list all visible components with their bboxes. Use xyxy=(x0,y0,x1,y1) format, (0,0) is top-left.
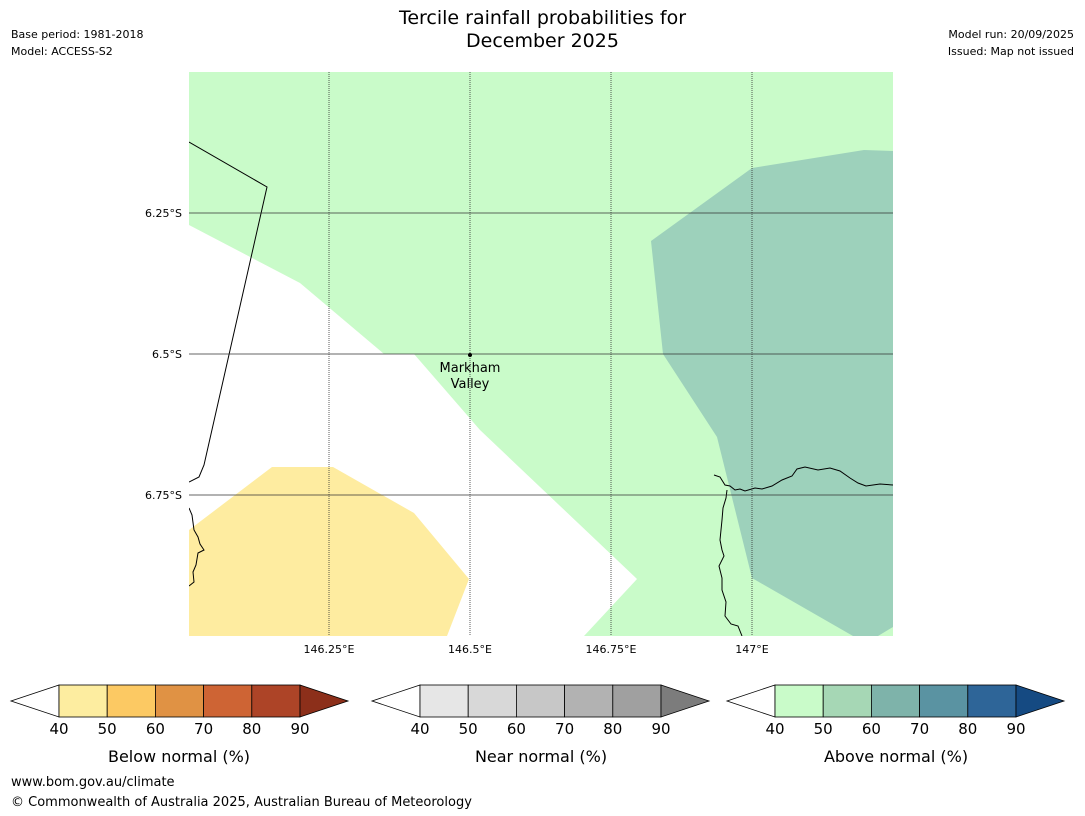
lat-labels: 6.25°S 6.5°S 6.75°S xyxy=(145,207,182,502)
town-label-line-1: Markham xyxy=(440,361,501,376)
above-extend-low xyxy=(725,684,776,718)
header-left: Base period: 1981-2018 Model: ACCESS-S2 xyxy=(11,26,143,60)
model-text: Model: ACCESS-S2 xyxy=(11,45,113,58)
near-swatch-80 xyxy=(612,684,662,718)
lon-label-146-75: 146.75°E xyxy=(586,643,637,656)
below-50-region xyxy=(189,467,469,636)
above-swatch-40 xyxy=(774,684,824,718)
colorbar-below: 40 50 60 70 80 90 xyxy=(9,684,350,738)
title-line-1: Tercile rainfall probabilities for xyxy=(398,7,687,29)
lon-gridlines xyxy=(328,72,753,636)
near-normal-label: Near normal (%) xyxy=(475,747,607,766)
below-tick-80: 80 xyxy=(242,720,261,738)
footer-copyright: © Commonwealth of Australia 2025, Austra… xyxy=(11,795,472,810)
colorbar-near: 40 50 60 70 80 90 xyxy=(370,684,711,738)
near-swatch-50 xyxy=(467,684,517,718)
below-swatch-80 xyxy=(251,684,301,718)
lon-labels: 146.25°E 146.5°E 146.75°E 147°E xyxy=(304,643,769,656)
header-right: Model run: 20/09/2025 Issued: Map not is… xyxy=(948,26,1074,60)
near-tick-90: 90 xyxy=(651,720,670,738)
above-swatch-60 xyxy=(871,684,921,718)
below-swatch-40 xyxy=(58,684,108,718)
coastline xyxy=(189,141,893,636)
near-swatch-60 xyxy=(516,684,566,718)
below-swatch-60 xyxy=(154,684,204,718)
town-marker[interactable] xyxy=(468,353,472,357)
below-extend-low xyxy=(9,684,60,718)
above-swatch-80 xyxy=(967,684,1017,718)
above-60-region xyxy=(651,150,893,636)
above-extend-high xyxy=(1015,684,1066,718)
below-tick-70: 70 xyxy=(194,720,213,738)
lat-label-6-25: 6.25°S xyxy=(145,207,182,220)
page-title: Tercile rainfall probabilities for Decem… xyxy=(0,7,1085,53)
town-label-line-2: Valley xyxy=(451,377,490,392)
issued-text: Issued: Map not issued xyxy=(947,45,1074,58)
below-tick-50: 50 xyxy=(98,720,117,738)
above-normal-label: Above normal (%) xyxy=(824,747,968,766)
below-tick-90: 90 xyxy=(290,720,309,738)
lon-label-147: 147°E xyxy=(735,643,768,656)
base-period-text: Base period: 1981-2018 xyxy=(11,28,144,41)
above-swatch-50 xyxy=(822,684,872,718)
above-tick-90: 90 xyxy=(1006,720,1025,738)
colorbar-above: 40 50 60 70 80 90 xyxy=(725,684,1066,738)
lat-label-6-75: 6.75°S xyxy=(145,489,182,502)
lon-label-146-5: 146.5°E xyxy=(448,643,492,656)
near-tick-70: 70 xyxy=(555,720,574,738)
above-tick-40: 40 xyxy=(765,720,784,738)
near-tick-40: 40 xyxy=(410,720,429,738)
below-swatch-50 xyxy=(106,684,156,718)
near-extend-low xyxy=(370,684,421,718)
lon-label-146-25: 146.25°E xyxy=(304,643,355,656)
near-tick-50: 50 xyxy=(459,720,478,738)
above-swatch-70 xyxy=(919,684,969,718)
near-tick-60: 60 xyxy=(507,720,526,738)
above-tick-70: 70 xyxy=(910,720,929,738)
below-tick-60: 60 xyxy=(146,720,165,738)
below-normal-label: Below normal (%) xyxy=(108,747,250,766)
below-swatch-70 xyxy=(203,684,253,718)
lat-label-6-5: 6.5°S xyxy=(152,348,182,361)
near-swatch-40 xyxy=(419,684,469,718)
lat-gridlines xyxy=(189,212,893,496)
model-run-text: Model run: 20/09/2025 xyxy=(948,28,1074,41)
below-extend-high xyxy=(299,684,350,718)
above-tick-80: 80 xyxy=(958,720,977,738)
title-line-2: December 2025 xyxy=(466,30,619,52)
above-tick-60: 60 xyxy=(862,720,881,738)
near-swatch-70 xyxy=(564,684,614,718)
map-area[interactable]: Markham Valley xyxy=(189,72,893,636)
below-tick-40: 40 xyxy=(49,720,68,738)
near-extend-high xyxy=(660,684,711,718)
footer-url: www.bom.gov.au/climate xyxy=(11,775,175,790)
above-tick-50: 50 xyxy=(814,720,833,738)
near-tick-80: 80 xyxy=(603,720,622,738)
